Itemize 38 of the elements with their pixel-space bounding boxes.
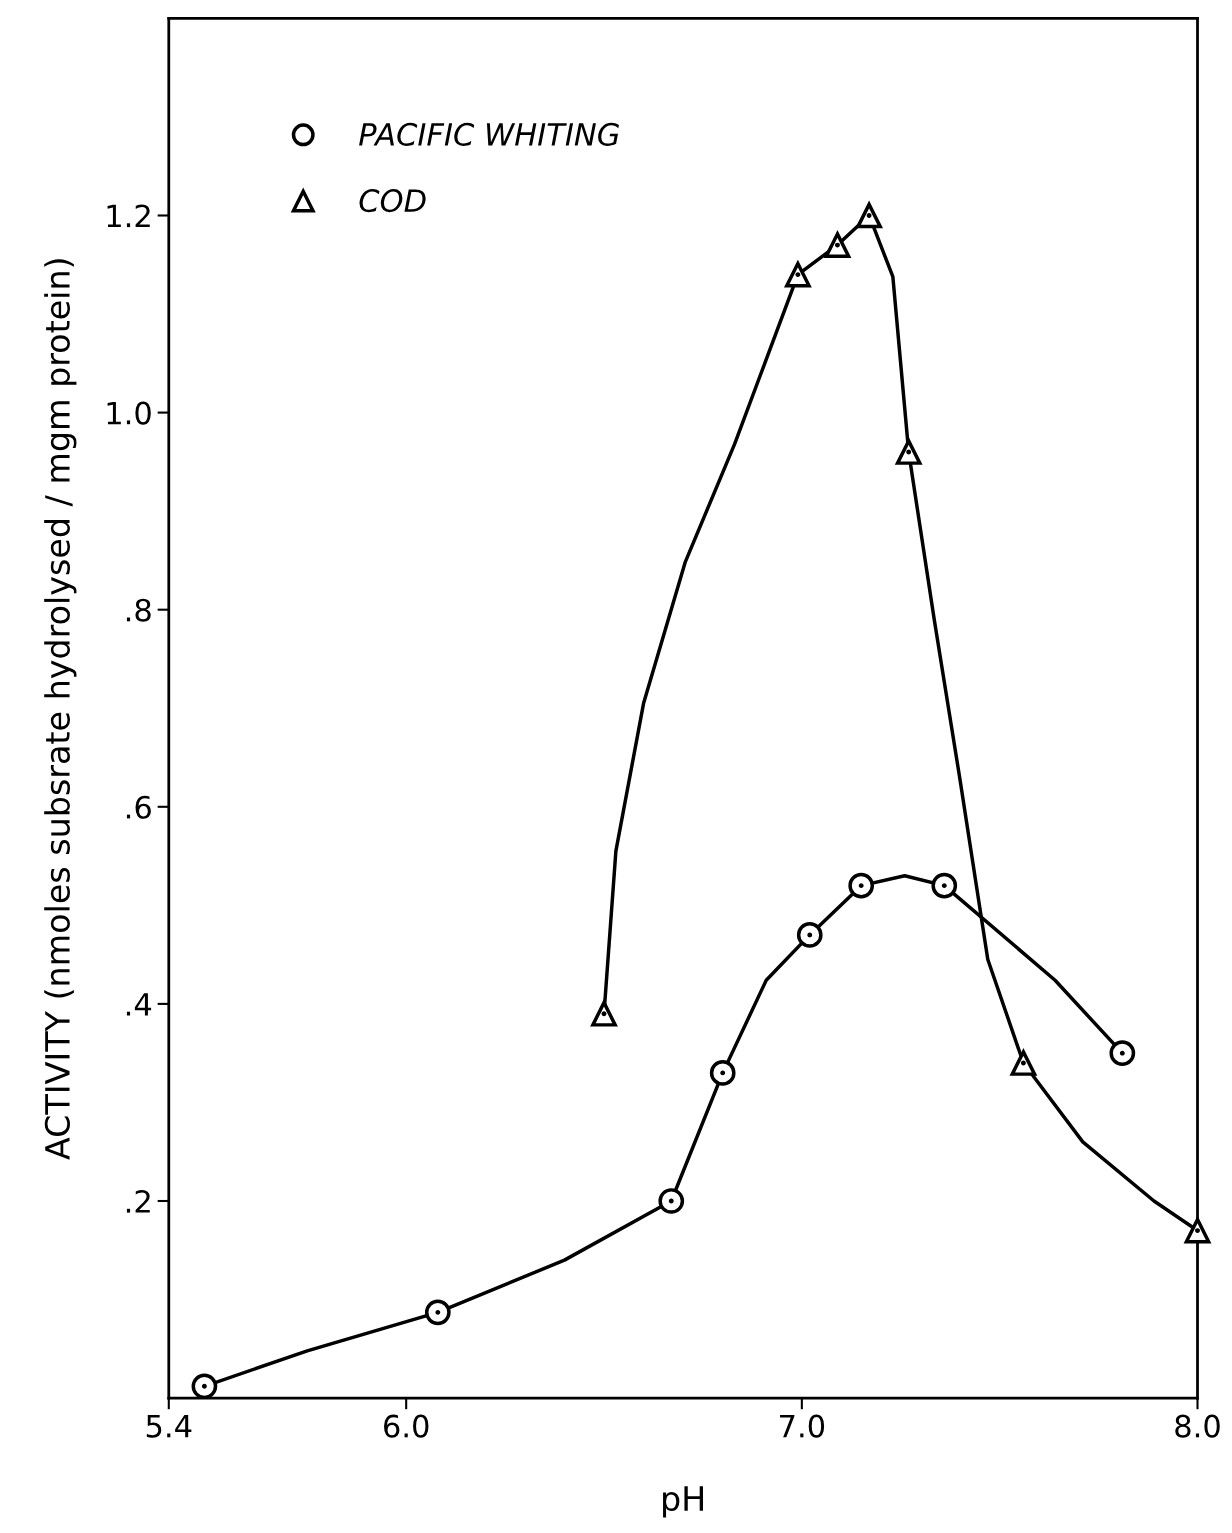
x-tick-label: 7.0 [780,1414,825,1438]
y-tick-label: .4 [126,993,152,1016]
y-axis-title: ACTIVITY (nmoles subsrate hydrolysed / mgm protein) [44,259,77,1160]
y-tick-label: .2 [126,1189,150,1213]
point [191,1373,218,1400]
point [848,872,875,899]
point [424,1299,451,1326]
legend-label: PACIFIC WHITING [359,122,619,146]
y-tick-label: .8 [126,598,151,622]
point [201,1383,207,1389]
point [941,883,947,889]
point [709,1060,736,1086]
point [807,932,813,938]
y-tick-label: 1.2 [107,204,150,228]
point [591,1000,617,1027]
point [658,1188,685,1214]
point [601,1011,607,1017]
point [895,439,922,465]
point [720,1070,726,1076]
point [435,1309,441,1315]
x-tick-label: 6.0 [384,1414,429,1438]
x-tick-label: 8.0 [1175,1414,1220,1438]
legend-label: COD [359,189,426,213]
point [931,872,958,899]
point [906,449,912,455]
x-tick-label: 5.4 [146,1415,192,1438]
point [824,232,851,258]
x-axis-title: pH [663,1486,703,1518]
y-tick-label: 1.0 [107,401,151,425]
point [835,242,840,248]
point [856,200,883,229]
point [668,1198,674,1204]
point [858,883,864,889]
point [1010,1050,1037,1076]
point [796,922,823,948]
point [1020,1060,1026,1066]
y-tick-label: .6 [126,795,151,819]
point [866,213,872,218]
